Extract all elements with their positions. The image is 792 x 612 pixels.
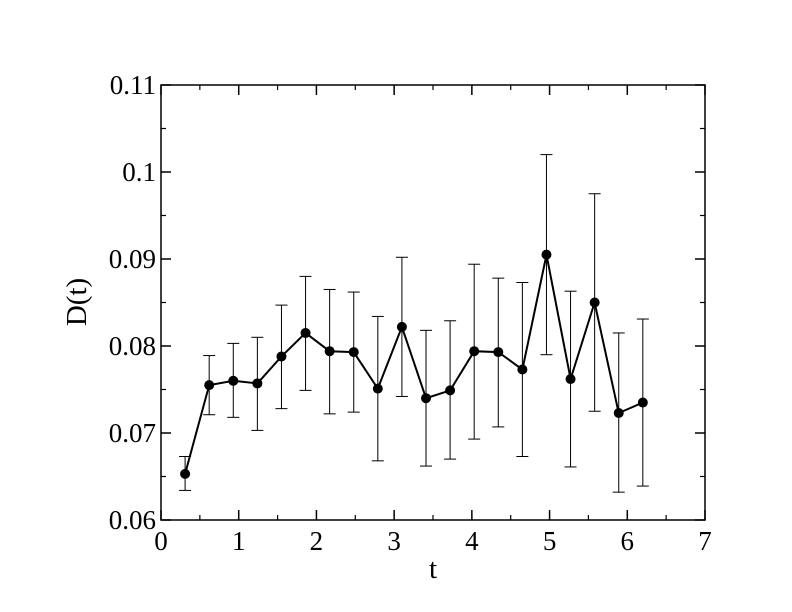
y-tick-label: 0.1 [122, 157, 156, 187]
data-point [613, 407, 624, 418]
data-point [276, 351, 287, 362]
data-point [493, 347, 504, 358]
plot-frame [160, 84, 706, 521]
data-point [324, 346, 335, 357]
x-axis-label: t [429, 553, 437, 585]
data-point [300, 327, 311, 338]
series-line-group [184, 254, 644, 475]
axis-ticks [160, 84, 706, 521]
data-point [541, 249, 552, 260]
tick-labels: 0 1 2 3 4 5 6 7 0.06 0.07 0.08 0.09 0.1 0.11 [109, 70, 712, 556]
y-tick-label: 0.06 [109, 505, 156, 535]
data-point [421, 393, 432, 404]
series-line [184, 254, 644, 475]
data-point [589, 297, 600, 308]
x-tick-label: 3 [387, 526, 401, 556]
data-point [396, 321, 407, 332]
x-tick-label: 7 [698, 526, 712, 556]
data-point [204, 380, 215, 391]
y-tick-label: 0.11 [110, 70, 156, 100]
x-tick-label: 4 [465, 526, 479, 556]
error-bars [179, 154, 649, 493]
data-point [228, 375, 239, 386]
data-point [565, 374, 576, 385]
data-point [637, 397, 648, 408]
x-tick-label: 6 [621, 526, 635, 556]
x-tick-label: 0 [154, 526, 168, 556]
x-tick-label: 1 [232, 526, 246, 556]
data-point [372, 383, 383, 394]
y-tick-label: 0.08 [109, 331, 156, 361]
data-markers [180, 249, 648, 479]
data-point [517, 364, 528, 375]
y-tick-label: 0.07 [109, 418, 156, 448]
y-tick-label: 0.09 [109, 244, 156, 274]
x-tick-label: 5 [543, 526, 557, 556]
data-point [469, 346, 480, 357]
data-point [252, 378, 263, 389]
data-point [348, 347, 359, 358]
data-point [445, 385, 456, 396]
x-tick-label: 2 [310, 526, 324, 556]
y-axis-label: D(t) [61, 278, 93, 326]
data-point [180, 468, 191, 479]
